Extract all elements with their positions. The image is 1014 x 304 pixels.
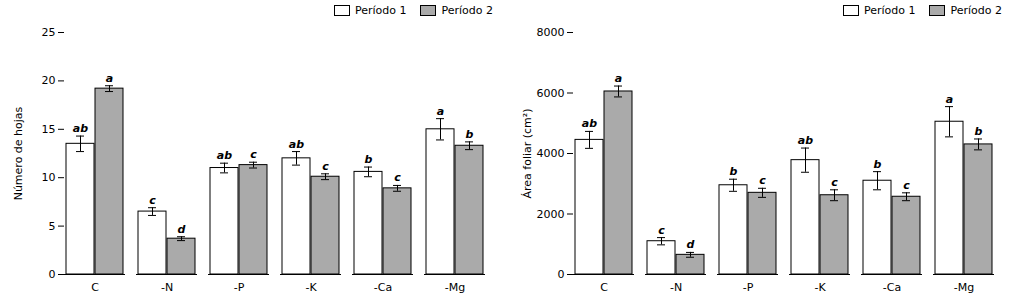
svg-text:-P: -P xyxy=(743,281,754,294)
html-text:Período 1: Período 1 xyxy=(863,3,916,17)
svg-text:C: C xyxy=(91,281,99,294)
svg-text:a: a xyxy=(437,105,444,118)
svg-text:15: 15 xyxy=(42,123,56,136)
svg-text:b: b xyxy=(874,158,882,171)
svg-text:c: c xyxy=(831,176,838,189)
svg-text:ab: ab xyxy=(798,134,813,147)
svg-text:c: c xyxy=(250,148,257,161)
html-text:Período 2: Período 2 xyxy=(950,3,1002,17)
svg-text:Número de hojas: Número de hojas xyxy=(12,106,25,200)
svg-text:a: a xyxy=(106,72,113,85)
svg-text:-N: -N xyxy=(161,281,173,294)
svg-text:-Mg: -Mg xyxy=(445,281,465,294)
svg-text:c: c xyxy=(322,160,329,173)
svg-text:d: d xyxy=(687,238,695,251)
svg-text:a: a xyxy=(946,93,953,106)
html-text:Período 2: Período 2 xyxy=(441,3,493,17)
svg-text:c: c xyxy=(903,179,910,192)
svg-text:-Ca: -Ca xyxy=(883,281,901,294)
svg-text:-K: -K xyxy=(305,281,317,294)
svg-text:c: c xyxy=(394,171,401,184)
svg-text:20: 20 xyxy=(42,74,56,87)
svg-text:C: C xyxy=(600,281,608,294)
svg-text:b: b xyxy=(466,128,474,141)
svg-text:4000: 4000 xyxy=(537,147,565,160)
svg-text:c: c xyxy=(759,174,766,187)
svg-text:25: 25 xyxy=(42,26,56,39)
svg-text:a: a xyxy=(615,72,622,85)
svg-text:-Mg: -Mg xyxy=(954,281,974,294)
svg-text:6000: 6000 xyxy=(537,87,565,100)
svg-text:ab: ab xyxy=(73,122,88,135)
svg-text:b: b xyxy=(730,165,738,178)
svg-text:-Ca: -Ca xyxy=(374,281,392,294)
svg-text:b: b xyxy=(365,153,373,166)
svg-text:d: d xyxy=(178,223,186,236)
svg-text:0: 0 xyxy=(49,268,56,281)
svg-text:b: b xyxy=(975,125,983,138)
svg-text:0: 0 xyxy=(558,268,565,281)
svg-text:-N: -N xyxy=(670,281,682,294)
svg-text:ab: ab xyxy=(582,117,597,130)
svg-text:ab: ab xyxy=(289,138,304,151)
svg-text:c: c xyxy=(658,224,665,237)
svg-text:-K: -K xyxy=(814,281,826,294)
svg-text:-P: -P xyxy=(234,281,245,294)
svg-text:5: 5 xyxy=(49,220,56,233)
svg-text:Área foliar (cm²): Área foliar (cm²) xyxy=(521,108,534,198)
svg-text:8000: 8000 xyxy=(537,26,565,39)
svg-text:ab: ab xyxy=(217,149,232,162)
html-text:Período 1: Período 1 xyxy=(354,3,407,17)
svg-text:c: c xyxy=(149,194,156,207)
svg-text:2000: 2000 xyxy=(537,208,565,221)
svg-text:10: 10 xyxy=(42,171,56,184)
